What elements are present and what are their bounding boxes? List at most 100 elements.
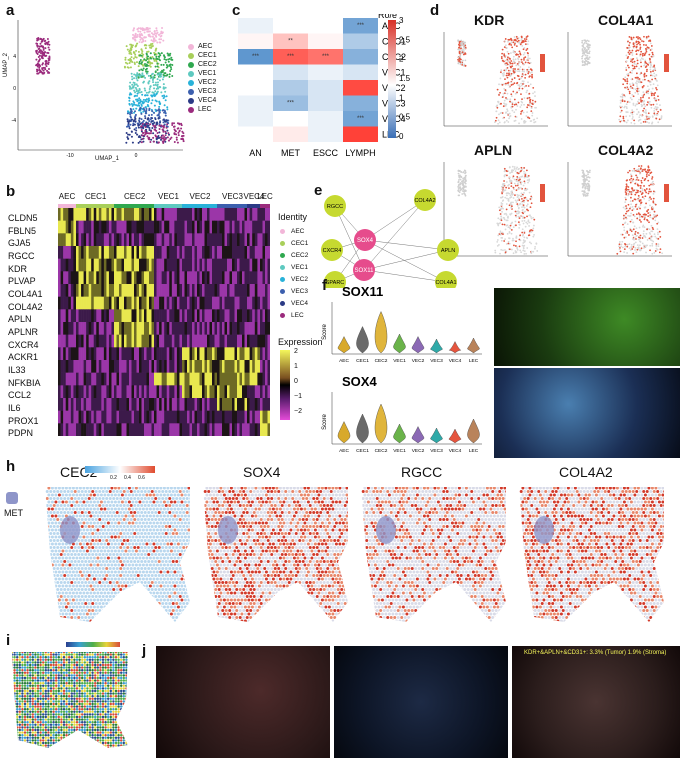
umap-point bbox=[137, 89, 140, 92]
feature-point bbox=[581, 64, 584, 67]
heatmap-cell bbox=[171, 271, 175, 285]
heatmap-cell bbox=[96, 322, 100, 335]
feature-point bbox=[621, 99, 624, 101]
heatmap-cell bbox=[204, 208, 208, 221]
heatmap-cell bbox=[242, 347, 245, 361]
heatmap-cell bbox=[169, 334, 173, 348]
heatmap-cell bbox=[60, 347, 64, 361]
feature-point bbox=[527, 209, 529, 212]
heatmap-cell bbox=[192, 334, 195, 348]
umap-point bbox=[128, 52, 131, 55]
heatmap-cell bbox=[166, 271, 170, 285]
heatmap-cell bbox=[88, 271, 92, 285]
feature-point bbox=[460, 176, 463, 179]
gene-label: NFKBIA bbox=[8, 377, 41, 388]
heatmap-cell bbox=[58, 334, 61, 348]
heatmap-cell bbox=[192, 246, 195, 259]
feature-point bbox=[501, 112, 504, 114]
feature-point bbox=[518, 176, 521, 179]
umap-point bbox=[167, 132, 170, 135]
feature-point bbox=[501, 96, 504, 99]
heatmap-cell bbox=[224, 309, 228, 323]
feature-point bbox=[635, 103, 638, 106]
roe-cell bbox=[238, 64, 273, 80]
heatmap-cell bbox=[78, 423, 82, 436]
feature-point bbox=[520, 251, 523, 254]
feature-point bbox=[463, 64, 465, 67]
feature-point bbox=[527, 70, 530, 73]
umap-point bbox=[129, 47, 132, 50]
heatmap-cell bbox=[229, 208, 233, 221]
expression-tick: −1 bbox=[294, 393, 302, 400]
heatmap-cell bbox=[247, 309, 250, 323]
feature-point bbox=[616, 252, 619, 255]
feature-point bbox=[636, 208, 639, 211]
feature-point bbox=[522, 205, 525, 208]
heatmap-cell bbox=[229, 423, 233, 436]
heatmap-cell bbox=[171, 385, 175, 399]
feature-point bbox=[464, 174, 467, 177]
heatmap-cell bbox=[98, 398, 102, 411]
umap-point bbox=[161, 134, 164, 137]
heatmap-cell bbox=[91, 220, 95, 234]
heatmap-cell bbox=[249, 208, 253, 221]
heatmap-cell bbox=[65, 322, 69, 335]
heatmap-cell bbox=[265, 398, 268, 411]
heatmap-cell bbox=[222, 360, 225, 373]
umap-point bbox=[131, 75, 134, 78]
heatmap-cell bbox=[63, 309, 67, 323]
spatial-spot bbox=[108, 497, 112, 500]
heatmap-cell bbox=[265, 334, 268, 348]
feature-point bbox=[510, 84, 513, 86]
heatmap-cell bbox=[179, 309, 183, 323]
heatmap-cell bbox=[144, 220, 147, 234]
heatmap-cell bbox=[126, 271, 130, 285]
feature-point bbox=[512, 90, 515, 93]
umap-point bbox=[160, 52, 163, 55]
spatial-spot bbox=[115, 497, 119, 500]
panel-label-d: d bbox=[430, 2, 440, 19]
heatmap-cell bbox=[227, 334, 230, 348]
heatmap-cell bbox=[63, 208, 67, 221]
heatmap-cell bbox=[124, 360, 127, 373]
gene-label: APLN bbox=[8, 314, 32, 325]
heatmap-cell bbox=[149, 322, 152, 335]
heatmap-cell bbox=[169, 322, 173, 335]
feature-point bbox=[630, 196, 632, 199]
umap-point bbox=[144, 115, 147, 118]
umap-point bbox=[160, 124, 163, 127]
umap-point bbox=[148, 33, 151, 36]
heatmap-cell bbox=[224, 347, 228, 361]
feature-point bbox=[511, 171, 514, 173]
feature-point bbox=[622, 214, 625, 217]
heatmap-cell bbox=[182, 284, 185, 297]
heatmap-cell bbox=[164, 360, 168, 373]
umap-point bbox=[144, 89, 147, 92]
feature-point bbox=[648, 122, 650, 124]
heatmap-cell bbox=[227, 220, 230, 234]
heatmap-cell bbox=[70, 385, 74, 399]
heatmap-cell bbox=[219, 385, 223, 399]
spatial-spot bbox=[189, 490, 190, 493]
heatmap-cell bbox=[98, 258, 102, 272]
spatial-spot bbox=[152, 487, 156, 490]
feature-point bbox=[515, 235, 518, 238]
feature-point bbox=[504, 40, 507, 43]
feature-point bbox=[499, 213, 502, 215]
heatmap-cell bbox=[159, 220, 162, 234]
umap-legend-item: CEC1 bbox=[188, 51, 217, 60]
heatmap-cell bbox=[265, 309, 268, 323]
heatmap-cell bbox=[249, 296, 253, 310]
heatmap-cell bbox=[244, 347, 248, 361]
umap-point bbox=[182, 132, 185, 135]
heatmap-cell bbox=[262, 309, 266, 323]
feature-point bbox=[523, 38, 526, 40]
heatmap-cell bbox=[184, 398, 188, 411]
feature-point bbox=[526, 222, 529, 225]
feature-point bbox=[512, 201, 514, 204]
heatmap-cell bbox=[209, 410, 213, 424]
cluster-color-bar bbox=[114, 204, 154, 208]
feature-point bbox=[464, 170, 467, 172]
feature-point bbox=[634, 241, 637, 244]
heatmap-cell bbox=[242, 360, 245, 373]
